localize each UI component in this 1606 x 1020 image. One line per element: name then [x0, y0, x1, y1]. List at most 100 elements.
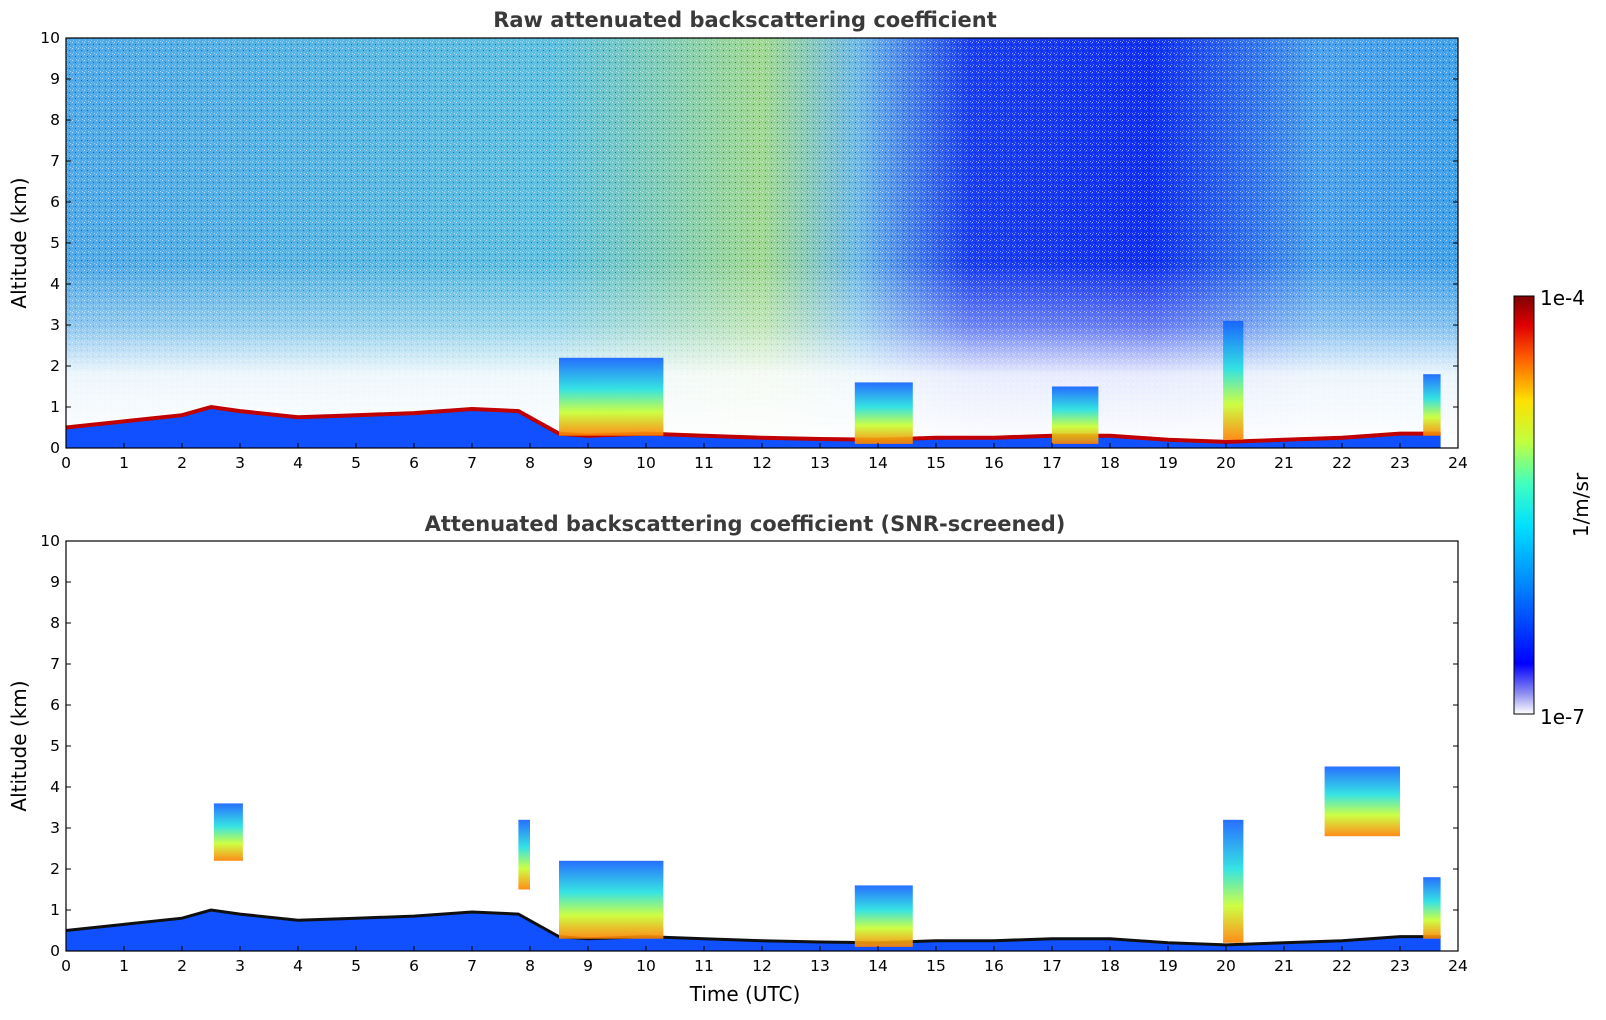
screened-cloud-feature-3 — [854, 885, 913, 947]
p2-y-tick-label: 4 — [50, 778, 60, 796]
p2-x-tick-label: 1 — [119, 957, 129, 975]
screened-heatmap — [65, 541, 1458, 951]
p2-x-tick-label: 20 — [1216, 957, 1236, 975]
p2-x-tick-label: 22 — [1332, 957, 1352, 975]
p2-x-tick-label: 17 — [1042, 957, 1062, 975]
time-axis-label: Time (UTC) — [689, 982, 801, 1006]
p1-y-tick-label: 2 — [50, 357, 60, 375]
raw-heatmap — [65, 38, 1458, 448]
p2-x-tick-label: 21 — [1274, 957, 1294, 975]
raw-y-axis-label: Altitude (km) — [7, 177, 31, 308]
p1-x-tick-label: 10 — [636, 454, 656, 472]
colorbar-gradient — [1513, 295, 1535, 715]
p1-x-tick-label: 19 — [1158, 454, 1178, 472]
p2-y-tick-label: 6 — [50, 696, 60, 714]
screened-backscatter-panel: Attenuated backscattering coefficient (S… — [7, 512, 1468, 1006]
p1-x-tick-label: 9 — [583, 454, 593, 472]
p1-x-tick-label: 6 — [409, 454, 419, 472]
p2-x-tick-label: 23 — [1390, 957, 1410, 975]
p1-x-tick-label: 16 — [984, 454, 1004, 472]
raw-cloud-feature-4 — [1423, 374, 1441, 436]
p1-x-tick-label: 18 — [1100, 454, 1120, 472]
p2-x-tick-label: 14 — [868, 957, 888, 975]
colorbar: 1e-4 1e-7 1/m/sr — [1513, 286, 1593, 729]
p1-x-tick-label: 17 — [1042, 454, 1062, 472]
p2-y-tick-label: 2 — [50, 860, 60, 878]
p2-x-tick-label: 8 — [525, 957, 535, 975]
p1-y-tick-label: 4 — [50, 275, 60, 293]
p1-x-tick-label: 7 — [467, 454, 477, 472]
screened-cloud-feature-2 — [559, 860, 664, 939]
p2-x-tick-label: 16 — [984, 957, 1004, 975]
screened-cloud-feature-0 — [213, 803, 243, 861]
p1-x-tick-label: 20 — [1216, 454, 1236, 472]
screened-background — [66, 541, 1458, 951]
p2-x-tick-label: 10 — [636, 957, 656, 975]
p2-x-tick-label: 18 — [1100, 957, 1120, 975]
p2-x-tick-label: 0 — [61, 957, 71, 975]
p2-x-tick-label: 24 — [1448, 957, 1468, 975]
colorbar-max-label: 1e-4 — [1540, 286, 1585, 310]
p2-x-tick-label: 3 — [235, 957, 245, 975]
p1-x-tick-label: 11 — [694, 454, 714, 472]
screened-cloud-feature-6 — [1423, 877, 1441, 939]
p2-x-tick-label: 11 — [694, 957, 714, 975]
p1-y-tick-label: 5 — [50, 234, 60, 252]
p1-x-tick-label: 23 — [1390, 454, 1410, 472]
p1-x-tick-label: 12 — [752, 454, 772, 472]
p2-y-tick-label: 1 — [50, 901, 60, 919]
raw-cloud-feature-3 — [1223, 320, 1244, 440]
p2-y-tick-label: 7 — [50, 655, 60, 673]
p2-y-tick-label: 8 — [50, 614, 60, 632]
p2-y-tick-label: 0 — [50, 942, 60, 960]
p1-x-tick-label: 14 — [868, 454, 888, 472]
p1-y-tick-label: 10 — [40, 29, 60, 47]
p1-y-tick-label: 8 — [50, 111, 60, 129]
screened-x-ticks: 0 1 2 3 4 5 6 7 8 9 10 11 12 13 14 15 16 17 18 19 20 21 22 23 24 — [61, 946, 1468, 975]
p2-x-tick-label: 19 — [1158, 957, 1178, 975]
p1-x-tick-label: 13 — [810, 454, 830, 472]
p2-x-tick-label: 7 — [467, 957, 477, 975]
raw-low-signal-zone — [66, 38, 1458, 448]
raw-cloud-feature-0 — [559, 357, 664, 436]
screened-cloud-feature-5 — [1324, 766, 1400, 837]
p2-y-tick-label: 5 — [50, 737, 60, 755]
p1-x-tick-label: 22 — [1332, 454, 1352, 472]
p1-y-tick-label: 0 — [50, 439, 60, 457]
p1-x-tick-label: 8 — [525, 454, 535, 472]
raw-panel-title: Raw attenuated backscattering coefficien… — [493, 8, 997, 32]
p2-x-tick-label: 4 — [293, 957, 303, 975]
p2-x-tick-label: 2 — [177, 957, 187, 975]
p2-y-tick-label: 9 — [50, 573, 60, 591]
p1-x-tick-label: 24 — [1448, 454, 1468, 472]
p1-x-tick-label: 21 — [1274, 454, 1294, 472]
p1-x-tick-label: 1 — [119, 454, 129, 472]
p2-x-tick-label: 5 — [351, 957, 361, 975]
p1-x-tick-label: 3 — [235, 454, 245, 472]
p1-x-tick-label: 4 — [293, 454, 303, 472]
p1-x-tick-label: 0 — [61, 454, 71, 472]
p1-x-tick-label: 15 — [926, 454, 946, 472]
p1-x-tick-label: 2 — [177, 454, 187, 472]
p2-x-tick-label: 13 — [810, 957, 830, 975]
screened-panel-title: Attenuated backscattering coefficient (S… — [425, 512, 1066, 536]
screened-boundary-layer — [66, 910, 1441, 951]
p2-y-tick-label: 3 — [50, 819, 60, 837]
p1-y-tick-label: 1 — [50, 398, 60, 416]
p1-x-tick-label: 5 — [351, 454, 361, 472]
screened-boundary-layer-top — [65, 908, 1441, 947]
p2-x-tick-label: 15 — [926, 957, 946, 975]
raw-backscatter-panel: Raw attenuated backscattering coefficien… — [7, 8, 1468, 472]
p1-y-tick-label: 9 — [50, 70, 60, 88]
p1-y-tick-label: 3 — [50, 316, 60, 334]
raw-cloud-feature-2 — [1052, 386, 1099, 444]
raw-x-ticks: 0 1 2 3 4 5 6 7 8 9 10 11 12 13 14 15 16 17 18 19 20 21 22 23 24 — [61, 443, 1468, 472]
p2-x-tick-label: 12 — [752, 957, 772, 975]
screened-cloud-feature-1 — [518, 819, 530, 890]
screened-cloud-feature-4 — [1223, 819, 1244, 943]
colorbar-unit-label: 1/m/sr — [1569, 472, 1593, 537]
p1-y-tick-label: 6 — [50, 193, 60, 211]
p2-y-tick-label: 10 — [40, 532, 60, 550]
screened-y-ticks: 0 1 2 3 4 5 6 7 8 9 10 — [40, 532, 1458, 960]
